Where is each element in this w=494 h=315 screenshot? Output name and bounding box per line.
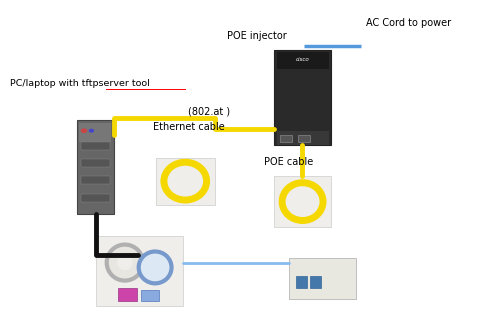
Ellipse shape bbox=[117, 255, 132, 270]
Bar bbox=[310, 276, 321, 288]
Bar bbox=[79, 123, 111, 142]
Bar bbox=[277, 52, 329, 69]
Bar bbox=[118, 288, 137, 301]
Text: POE injector: POE injector bbox=[227, 31, 287, 41]
Circle shape bbox=[82, 129, 86, 132]
Ellipse shape bbox=[139, 251, 171, 284]
Bar bbox=[289, 258, 356, 299]
Text: (802.at ): (802.at ) bbox=[188, 106, 230, 117]
Bar bbox=[81, 142, 110, 150]
Ellipse shape bbox=[175, 172, 196, 190]
Bar bbox=[81, 176, 110, 184]
Ellipse shape bbox=[148, 261, 162, 274]
Bar bbox=[280, 135, 292, 142]
Bar bbox=[296, 276, 307, 288]
Circle shape bbox=[89, 129, 93, 132]
Text: AC Cord to power: AC Cord to power bbox=[366, 18, 451, 28]
Ellipse shape bbox=[164, 162, 206, 200]
Text: POE cable: POE cable bbox=[264, 157, 314, 167]
FancyBboxPatch shape bbox=[274, 50, 331, 145]
Text: cisco: cisco bbox=[296, 57, 309, 62]
Bar bbox=[274, 176, 331, 227]
Ellipse shape bbox=[282, 183, 323, 220]
Text: PC/laptop with tftpserver tool: PC/laptop with tftpserver tool bbox=[10, 79, 150, 88]
FancyBboxPatch shape bbox=[77, 120, 114, 214]
Ellipse shape bbox=[294, 193, 311, 210]
Bar bbox=[141, 290, 159, 301]
Bar bbox=[81, 159, 110, 167]
Text: Ethernet cable: Ethernet cable bbox=[153, 122, 225, 132]
Bar bbox=[81, 194, 110, 202]
Bar bbox=[298, 135, 310, 142]
Bar bbox=[96, 236, 183, 306]
Bar bbox=[277, 131, 329, 145]
Ellipse shape bbox=[107, 244, 143, 281]
Bar bbox=[156, 158, 215, 205]
